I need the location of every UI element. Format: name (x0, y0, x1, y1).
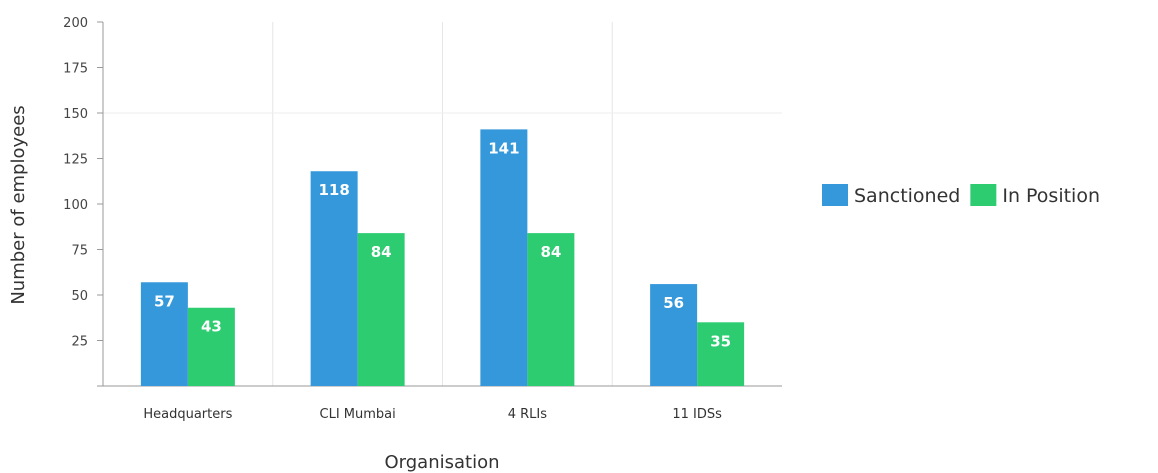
y-tick-label: 150 (63, 107, 88, 122)
y-axis-title: Number of employees (8, 105, 29, 304)
data-label: 57 (154, 292, 175, 310)
bar-sanctioned (140, 282, 188, 386)
legend-label: In Position (1002, 185, 1100, 207)
y-tick-label: 175 (63, 62, 88, 77)
x-tick-label: CLI Mumbai (320, 407, 396, 422)
y-tick-label: 50 (71, 289, 88, 304)
x-tick-label: Headquarters (143, 407, 232, 422)
bar-sanctioned (480, 129, 528, 386)
bar-in-position (527, 233, 575, 386)
y-tick-label: 100 (63, 198, 88, 213)
bars (140, 129, 745, 386)
legend-swatch (970, 184, 997, 206)
x-tick-label: 11 IDSs (672, 407, 722, 422)
data-label: 56 (663, 294, 684, 312)
y-tick-label: 125 (63, 153, 88, 168)
data-label: 35 (710, 332, 731, 350)
x-axis-title: Organisation (384, 452, 499, 473)
bar-sanctioned (310, 171, 358, 386)
data-label: 141 (488, 139, 519, 157)
bar-value-labels: 57 43 118 84 141 84 56 35 (154, 139, 731, 350)
data-label: 43 (201, 318, 222, 336)
data-label: 118 (318, 181, 349, 199)
bar-sanctioned (650, 284, 698, 386)
bar-in-position (357, 233, 405, 386)
legend: Sanctioned In Position (822, 184, 1100, 207)
y-axis: 25 50 75 100 125 150 175 200 (63, 16, 104, 386)
y-tick-label: 200 (63, 16, 88, 31)
y-tick-label: 75 (71, 244, 88, 259)
data-label: 84 (371, 243, 392, 261)
bar-in-position (187, 307, 235, 386)
y-tick-label: 25 (71, 335, 88, 350)
x-tick-label: 4 RLIs (508, 407, 548, 422)
x-axis: Headquarters CLI Mumbai 4 RLIs 11 IDSs (97, 385, 782, 422)
legend-swatch (822, 184, 848, 206)
gridlines (103, 22, 782, 386)
bar-in-position (697, 322, 745, 386)
legend-label: Sanctioned (854, 185, 960, 207)
data-label: 84 (540, 243, 561, 261)
